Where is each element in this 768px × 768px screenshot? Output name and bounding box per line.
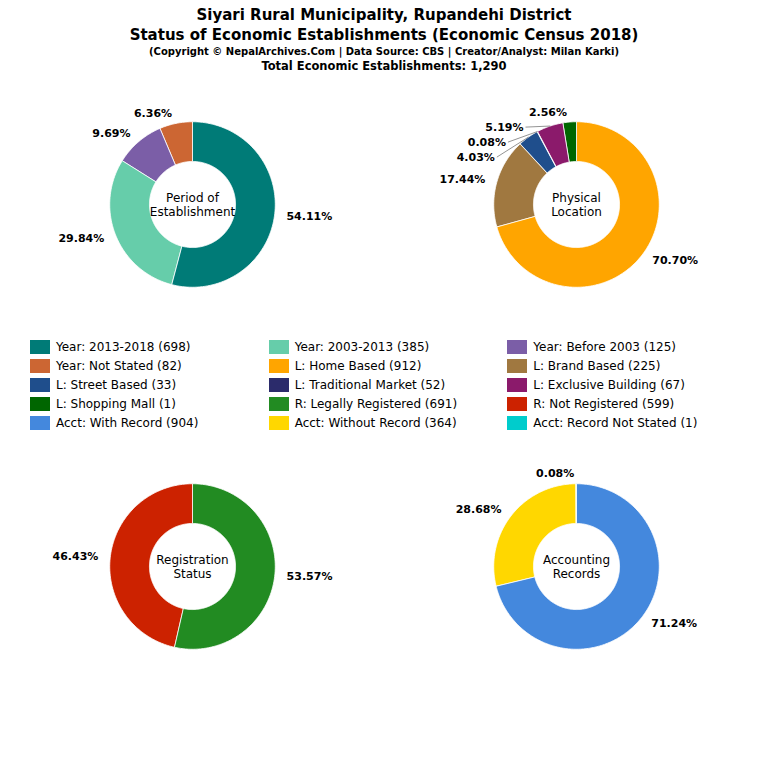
html-text:Siyari Rural Municipality, Rup: Siyari Rural Municipality, Rupandehi Dis… xyxy=(129,6,639,44)
svg-text:9.69%: 9.69% xyxy=(92,127,130,140)
html-text:(Copyright © NepalArchives.Com: (Copyright © NepalArchives.Com | Data So… xyxy=(149,46,619,57)
svg-text:2.56%: 2.56% xyxy=(529,106,567,119)
html-text:Year: 2013-2018 (698): Year: 2013-2018 (698) xyxy=(56,340,191,354)
svg-text:71.24%: 71.24% xyxy=(651,617,697,630)
html-text:Year: Not Stated (82): Year: Not Stated (82) xyxy=(56,359,182,373)
svg-text:70.70%: 70.70% xyxy=(652,254,698,267)
html-text:Acct: Record Not Stated (1): Acct: Record Not Stated (1) xyxy=(533,416,698,430)
svg-text:PhysicalLocation: PhysicalLocation xyxy=(551,191,602,219)
html-text:L: Traditional Market (52): L: Traditional Market (52) xyxy=(294,378,446,392)
svg-text:28.68%: 28.68% xyxy=(456,503,502,516)
html-text:L: Home Based (912): L: Home Based (912) xyxy=(294,359,422,373)
svg-text:0.08%: 0.08% xyxy=(536,467,574,480)
svg-text:53.57%: 53.57% xyxy=(287,570,333,583)
html-text:R: Not Registered (599): R: Not Registered (599) xyxy=(533,397,675,411)
svg-text:29.84%: 29.84% xyxy=(58,232,104,245)
html-text:Year: 2003-2013 (385): Year: 2003-2013 (385) xyxy=(294,340,430,354)
svg-text:4.03%: 4.03% xyxy=(457,151,495,164)
html-text:Acct: With Record (904): Acct: With Record (904) xyxy=(56,416,199,430)
svg-text:5.19%: 5.19% xyxy=(485,121,523,134)
html-text:R: Legally Registered (691): R: Legally Registered (691) xyxy=(294,397,458,411)
svg-text:6.36%: 6.36% xyxy=(134,107,172,120)
html-text:Acct: Without Record (364): Acct: Without Record (364) xyxy=(294,416,457,430)
html-text:L: Brand Based (225): L: Brand Based (225) xyxy=(533,359,661,373)
html-text:L: Street Based (33): L: Street Based (33) xyxy=(56,378,177,392)
html-text:L: Exclusive Building (67): L: Exclusive Building (67) xyxy=(533,378,685,392)
html-text:L: Shopping Mall (1): L: Shopping Mall (1) xyxy=(56,397,176,411)
svg-text:46.43%: 46.43% xyxy=(53,550,99,563)
svg-text:54.11%: 54.11% xyxy=(286,210,332,223)
svg-text:0.08%: 0.08% xyxy=(468,136,506,149)
svg-text:17.44%: 17.44% xyxy=(440,173,486,186)
html-text:Year: Before 2003 (125): Year: Before 2003 (125) xyxy=(533,340,677,354)
svg-text:Period ofEstablishment: Period ofEstablishment xyxy=(150,191,236,219)
html-text:Total Economic Establishments:: Total Economic Establishments: 1,290 xyxy=(261,58,507,73)
svg-text:RegistrationStatus: RegistrationStatus xyxy=(156,553,228,581)
svg-text:AccountingRecords: AccountingRecords xyxy=(543,553,610,581)
